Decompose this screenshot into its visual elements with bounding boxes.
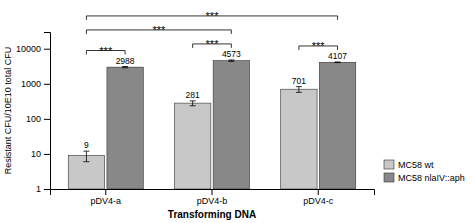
error-cap [122, 67, 128, 68]
error-cap [83, 161, 89, 162]
data-label: 9 [84, 140, 89, 150]
data-label: 2988 [116, 56, 135, 66]
data-label: 4107 [328, 51, 347, 61]
x-tick-mark [212, 189, 213, 195]
bar [174, 103, 210, 189]
x-tick: pDV4-c [303, 189, 334, 206]
significance-label: *** [206, 10, 220, 22]
legend-label: MC58 nlaIV::aph [398, 173, 465, 183]
error-bar [298, 87, 299, 93]
legend-item: MC58 nlaIV::aph [384, 173, 465, 183]
y-tick-label: 10 [31, 149, 41, 159]
significance-bracket: *** [86, 45, 125, 57]
x-tick-mark [105, 189, 106, 195]
y-tick-label: 10000 [16, 44, 41, 54]
x-axis: pDV4-a pDV4-b pDV4-c [51, 189, 375, 206]
significance-bracket: *** [193, 38, 232, 50]
error-cap [296, 86, 302, 87]
error-cap [190, 100, 196, 101]
significance-label: *** [206, 38, 220, 50]
y-tick: 10 [31, 149, 50, 159]
error-bar [192, 101, 193, 106]
legend-swatch [384, 173, 394, 182]
legend-swatch [384, 160, 394, 169]
significance-bracket: *** [86, 24, 231, 36]
error-cap [335, 61, 341, 62]
significance-label: *** [99, 45, 113, 57]
bar [107, 67, 143, 189]
error-cap [296, 92, 302, 93]
y-axis-line [44, 33, 51, 190]
series [107, 60, 356, 189]
chart-svg: 1 10 100 1000 10000 pDV4-a pDV4-b pDV4-c 9 281 701… [0, 0, 474, 223]
y-tick-mark [44, 84, 50, 85]
error-cap [228, 61, 234, 62]
y-tick-mark [44, 119, 50, 120]
y-tick: 100 [26, 114, 50, 124]
plot-area: 1 10 100 1000 10000 pDV4-a pDV4-b pDV4-c 9 281 701… [16, 33, 375, 207]
x-tick: pDV4-a [91, 189, 122, 206]
y-axis: 1 10 100 1000 10000 [16, 33, 51, 195]
x-tick-label: pDV4-b [197, 196, 228, 206]
x-axis-title: Transforming DNA [168, 209, 256, 220]
y-tick: 10000 [16, 44, 50, 54]
y-tick-label: 1 [36, 184, 41, 194]
error-cap [122, 66, 128, 67]
y-tick-label: 100 [26, 114, 41, 124]
x-tick-label: pDV4-c [303, 196, 334, 206]
error-cap [228, 59, 234, 60]
significance-bracket: *** [86, 10, 337, 22]
error-cap [190, 105, 196, 106]
series [68, 87, 317, 189]
significance-bracket: *** [299, 40, 338, 52]
x-tick-mark [318, 189, 319, 195]
x-axis-line [51, 190, 375, 196]
error-cap [83, 151, 89, 152]
x-tick-label: pDV4-a [91, 196, 122, 206]
data-labels: 9 281 701 2988 4573 4107 [84, 49, 347, 150]
data-label: 281 [186, 90, 200, 100]
data-label: 4573 [222, 49, 241, 59]
bar [213, 61, 249, 189]
bar [281, 89, 317, 189]
x-tick: pDV4-b [197, 189, 228, 206]
error-bar [86, 151, 87, 162]
y-tick: 1 [36, 184, 50, 194]
y-tick-label: 1000 [21, 79, 41, 89]
marks [68, 60, 355, 189]
significance-label: *** [152, 24, 166, 36]
legend: MC58 wtMC58 nlaIV::aph [384, 160, 465, 183]
chart-container: 1 10 100 1000 10000 pDV4-a pDV4-b pDV4-c 9 281 701… [0, 0, 474, 223]
annotations: *** *** *** *** *** [86, 10, 337, 57]
legend-item: MC58 wt [384, 160, 434, 170]
y-tick-mark [44, 189, 50, 190]
y-tick: 1000 [21, 79, 50, 89]
legend-label: MC58 wt [398, 160, 434, 170]
significance-label: *** [312, 40, 326, 52]
error-cap [335, 62, 341, 63]
y-axis-title: Resistant CFU/10E10 total CFU [3, 47, 13, 175]
y-tick-mark [44, 49, 50, 50]
data-label: 701 [292, 76, 306, 86]
y-tick-mark [44, 154, 50, 155]
bar [319, 62, 355, 189]
